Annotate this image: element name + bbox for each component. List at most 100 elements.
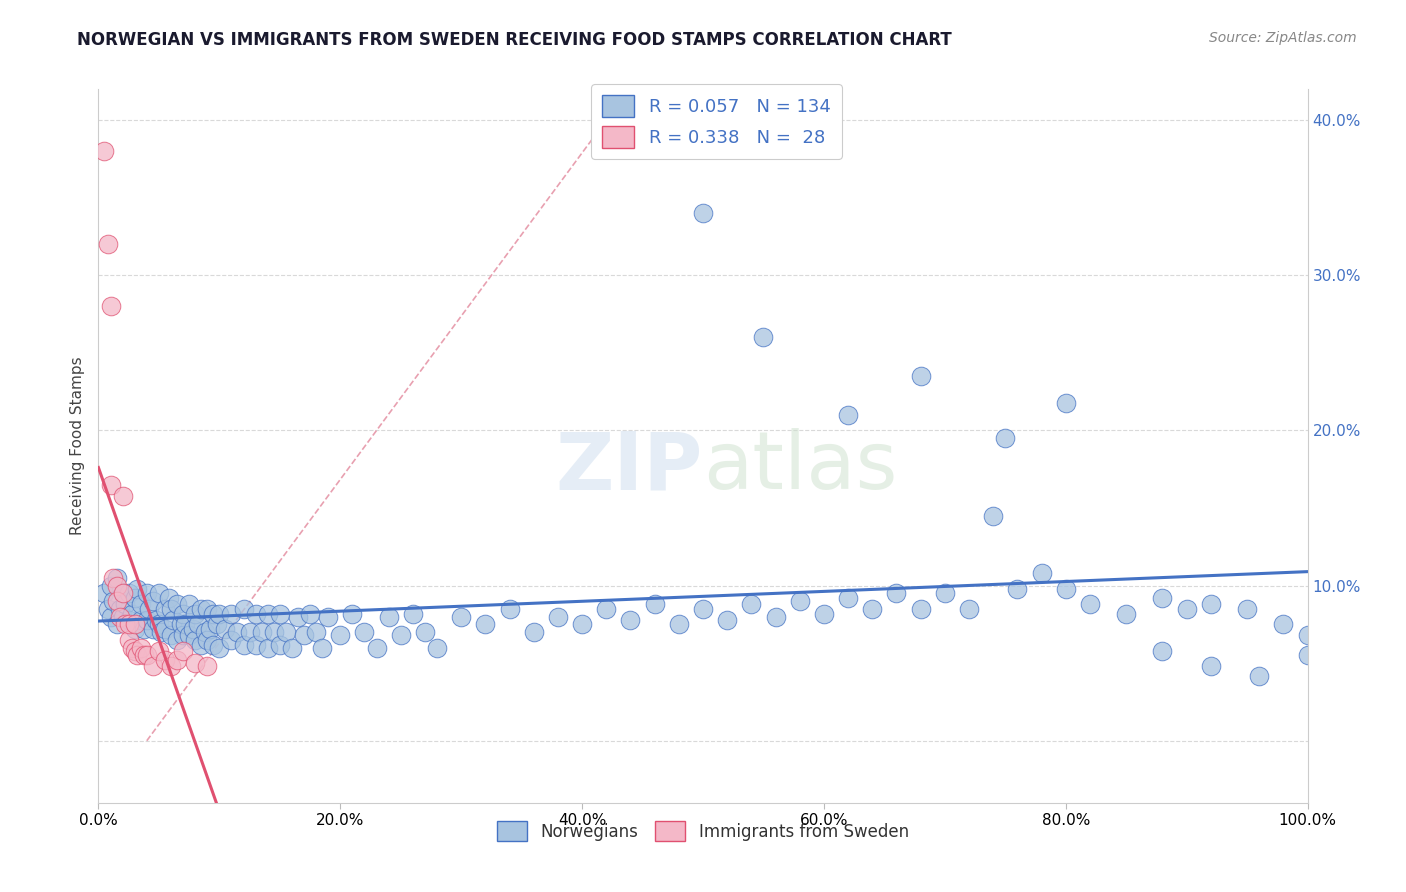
Point bbox=[1054, 582, 1077, 596]
Point bbox=[138, 602, 160, 616]
Point bbox=[121, 607, 143, 621]
Point bbox=[172, 644, 194, 658]
Point bbox=[187, 617, 209, 632]
Point bbox=[1199, 597, 1222, 611]
Point bbox=[153, 602, 176, 616]
Point bbox=[129, 613, 152, 627]
Point bbox=[957, 602, 980, 616]
Point bbox=[166, 597, 188, 611]
Point bbox=[153, 622, 176, 636]
Point bbox=[205, 617, 228, 632]
Point bbox=[523, 625, 546, 640]
Point bbox=[184, 656, 207, 670]
Point bbox=[114, 617, 136, 632]
Point bbox=[111, 609, 134, 624]
Point bbox=[256, 607, 278, 621]
Point bbox=[716, 613, 738, 627]
Point bbox=[281, 640, 304, 655]
Point bbox=[127, 582, 149, 596]
Point bbox=[245, 607, 267, 621]
Point bbox=[129, 597, 152, 611]
Point bbox=[118, 586, 141, 600]
Point bbox=[129, 640, 152, 655]
Legend: Norwegians, Immigrants from Sweden: Norwegians, Immigrants from Sweden bbox=[491, 814, 915, 848]
Point bbox=[108, 602, 131, 616]
Point bbox=[402, 607, 425, 621]
Point bbox=[740, 597, 762, 611]
Point bbox=[426, 640, 449, 655]
Point bbox=[105, 579, 128, 593]
Point bbox=[184, 607, 207, 621]
Point bbox=[595, 602, 617, 616]
Point bbox=[105, 617, 128, 632]
Point bbox=[1296, 628, 1319, 642]
Point bbox=[195, 632, 218, 647]
Point bbox=[1152, 591, 1174, 605]
Point bbox=[118, 613, 141, 627]
Point bbox=[172, 607, 194, 621]
Point bbox=[160, 628, 183, 642]
Point bbox=[153, 653, 176, 667]
Point bbox=[389, 628, 412, 642]
Point bbox=[208, 607, 231, 621]
Point bbox=[101, 571, 124, 585]
Point bbox=[105, 571, 128, 585]
Point bbox=[860, 602, 883, 616]
Point bbox=[299, 607, 322, 621]
Point bbox=[190, 602, 212, 616]
Point bbox=[195, 659, 218, 673]
Point bbox=[97, 237, 120, 252]
Point bbox=[114, 597, 136, 611]
Point bbox=[413, 625, 436, 640]
Point bbox=[1115, 607, 1137, 621]
Point bbox=[934, 586, 956, 600]
Point bbox=[789, 594, 811, 608]
Point bbox=[101, 594, 124, 608]
Point bbox=[111, 586, 134, 600]
Text: NORWEGIAN VS IMMIGRANTS FROM SWEDEN RECEIVING FOOD STAMPS CORRELATION CHART: NORWEGIAN VS IMMIGRANTS FROM SWEDEN RECE… bbox=[77, 31, 952, 49]
Point bbox=[202, 607, 225, 621]
Point bbox=[111, 586, 134, 600]
Point bbox=[194, 625, 217, 640]
Point bbox=[250, 625, 273, 640]
Point bbox=[100, 579, 122, 593]
Point bbox=[221, 632, 243, 647]
Point bbox=[245, 638, 267, 652]
Point bbox=[1175, 602, 1198, 616]
Point bbox=[190, 638, 212, 652]
Point bbox=[100, 299, 122, 313]
Point bbox=[1249, 668, 1271, 682]
Point bbox=[135, 648, 157, 663]
Point bbox=[214, 622, 236, 636]
Point bbox=[195, 602, 218, 616]
Point bbox=[118, 617, 141, 632]
Point bbox=[108, 609, 131, 624]
Point bbox=[342, 607, 364, 621]
Point bbox=[124, 591, 146, 605]
Point bbox=[886, 586, 908, 600]
Point bbox=[571, 617, 593, 632]
Text: Source: ZipAtlas.com: Source: ZipAtlas.com bbox=[1209, 31, 1357, 45]
Point bbox=[752, 330, 775, 344]
Point bbox=[474, 617, 496, 632]
Point bbox=[162, 613, 184, 627]
Point bbox=[100, 477, 122, 491]
Point bbox=[450, 609, 472, 624]
Point bbox=[1054, 395, 1077, 409]
Point bbox=[160, 602, 183, 616]
Point bbox=[305, 625, 328, 640]
Point bbox=[256, 640, 278, 655]
Point bbox=[226, 625, 249, 640]
Point bbox=[366, 640, 388, 655]
Point bbox=[644, 597, 666, 611]
Point bbox=[837, 408, 859, 422]
Point bbox=[287, 609, 309, 624]
Point bbox=[174, 617, 197, 632]
Text: ZIP: ZIP bbox=[555, 428, 703, 507]
Point bbox=[142, 594, 165, 608]
Text: atlas: atlas bbox=[703, 428, 897, 507]
Point bbox=[765, 609, 787, 624]
Point bbox=[692, 602, 714, 616]
Point bbox=[166, 632, 188, 647]
Point bbox=[269, 638, 291, 652]
